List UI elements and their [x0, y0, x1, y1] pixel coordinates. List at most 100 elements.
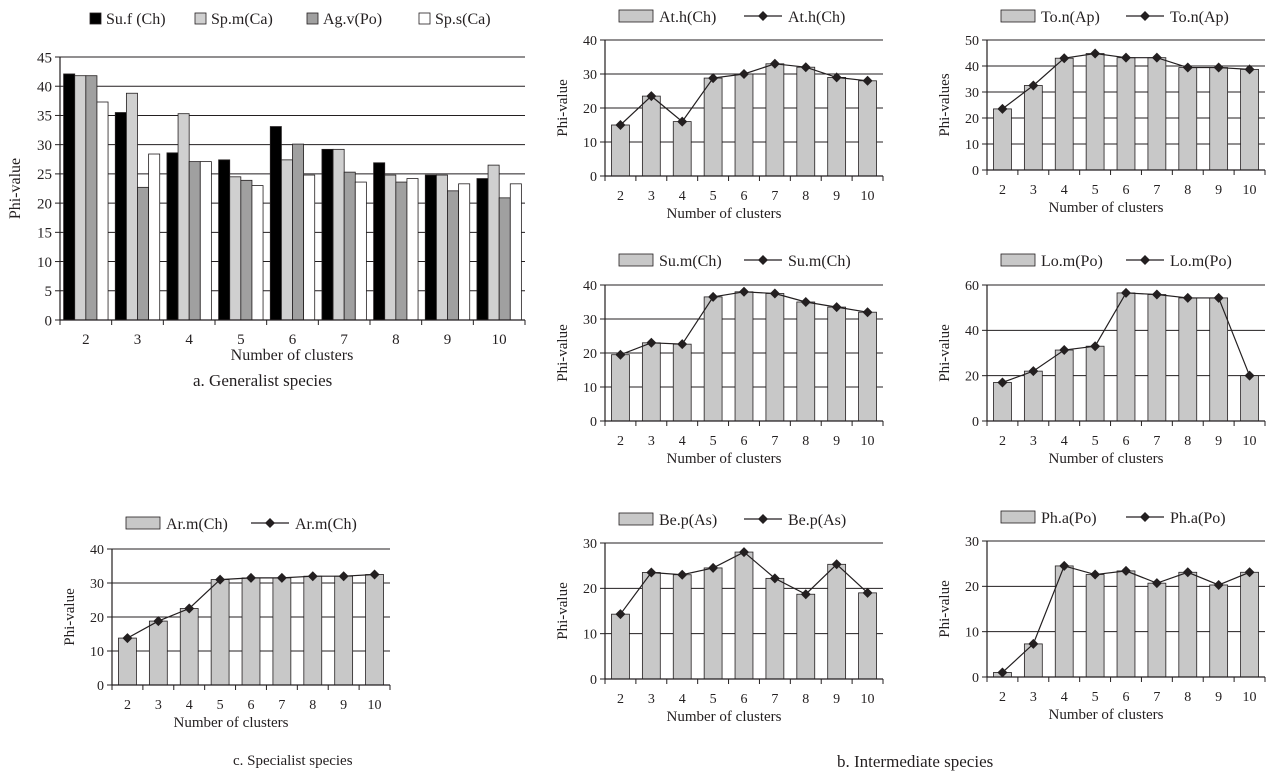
line-point — [800, 62, 811, 73]
line-point — [276, 572, 287, 583]
bar — [672, 574, 692, 680]
legend: Su.m(Ch) Su.m(Ch) — [618, 253, 851, 270]
x-tick-label: 3 — [648, 692, 655, 707]
y-tick-label: 0 — [590, 170, 597, 185]
x-tick-label: 10 — [368, 698, 382, 713]
legend-swatch — [618, 9, 654, 23]
line-point — [1151, 578, 1162, 589]
x-tick-label: 8 — [1184, 434, 1191, 449]
x-tick-label: 5 — [1092, 183, 1099, 198]
bar — [1240, 571, 1259, 678]
line-point — [769, 288, 780, 299]
line-point — [862, 307, 873, 318]
line-point — [1121, 287, 1131, 298]
bar — [796, 593, 816, 680]
bar — [210, 579, 230, 686]
bar — [641, 95, 661, 177]
x-tick-label: 6 — [289, 332, 297, 348]
legend-marker — [758, 514, 768, 524]
bar — [734, 73, 754, 177]
line-point — [769, 58, 780, 69]
line-point — [800, 297, 811, 307]
bar — [166, 152, 179, 321]
bar — [137, 186, 150, 321]
legend: Be.p(As) Be.p(As) — [618, 512, 846, 529]
x-tick-label: 7 — [340, 332, 348, 348]
bar — [74, 75, 87, 321]
legend-label: Ag.v(Po) — [323, 11, 382, 28]
x-tick-label: 2 — [999, 690, 1006, 705]
bar — [858, 592, 877, 680]
line-point — [1059, 345, 1070, 356]
x-tick-label: 4 — [185, 332, 193, 348]
x-tick-label: 4 — [1061, 434, 1068, 449]
x-tick-label: 5 — [710, 692, 717, 707]
x-tick-label: 9 — [1215, 690, 1222, 705]
x-axis-label: Number of clusters — [1049, 451, 1164, 467]
line-point — [800, 589, 811, 600]
y-tick-label: 20 — [583, 102, 597, 117]
x-tick-label: 5 — [1092, 434, 1099, 449]
bar — [672, 343, 692, 422]
x-tick-label: 10 — [1243, 434, 1257, 449]
legend-label: To.n(Ap) — [1170, 9, 1229, 26]
bar — [229, 176, 242, 321]
x-tick-label: 10 — [492, 332, 507, 348]
line-point — [997, 377, 1008, 388]
bar — [373, 162, 386, 321]
line-point — [1244, 567, 1255, 578]
line-point — [369, 569, 380, 580]
legend-swatch — [194, 12, 207, 25]
legend-label: Be.p(As) — [788, 512, 846, 529]
legend-label: Ph.a(Po) — [1041, 510, 1097, 527]
legend-label: Ph.a(Po) — [1170, 510, 1226, 527]
line-point — [646, 337, 657, 348]
bar — [498, 197, 511, 321]
bar — [1023, 85, 1043, 171]
bar — [1178, 67, 1198, 171]
y-tick-label: 30 — [37, 138, 52, 154]
legend: Lo.m(Po) Lo.m(Po) — [1000, 253, 1232, 270]
y-tick-label: 40 — [37, 79, 52, 95]
legend-label: Su.f (Ch) — [106, 11, 166, 28]
x-tick-label: 8 — [802, 434, 809, 449]
x-tick-label: 2 — [82, 332, 90, 348]
x-tick-label: 7 — [771, 692, 778, 707]
legend-swatch — [125, 516, 161, 530]
legend-marker — [265, 518, 275, 528]
y-tick-label: 20 — [583, 582, 597, 597]
bar — [1178, 571, 1198, 678]
y-tick-label: 30 — [583, 68, 597, 83]
line-point — [1121, 565, 1131, 576]
y-tick-label: 40 — [583, 34, 597, 49]
legend: At.h(Ch) At.h(Ch) — [618, 9, 845, 26]
bar — [148, 620, 168, 686]
legend-label: Sp.s(Ca) — [435, 11, 491, 28]
bar — [1240, 375, 1259, 422]
chart-bep: 0 10 20 30 2 3 4 5 6 7 8 9 10 Number of clusters Phi-v… — [555, 512, 884, 725]
x-tick-label: 10 — [861, 434, 875, 449]
bar — [354, 181, 367, 321]
bar — [218, 159, 231, 321]
x-tick-label: 9 — [1215, 434, 1222, 449]
chart-arm: 0 10 20 30 40 2 3 4 5 6 7 8 9 10 Number of clusters Phi… — [62, 516, 391, 731]
legend-swatch — [1000, 9, 1036, 23]
bar — [734, 551, 754, 680]
bar — [435, 174, 448, 321]
line-point — [184, 603, 195, 614]
chart-ath: 0 10 20 30 40 2 3 4 5 6 7 8 9 10 Number of clusters Phi… — [555, 9, 884, 222]
line-point — [708, 73, 719, 84]
bar — [447, 190, 460, 321]
bar — [1178, 297, 1198, 422]
line-point — [1182, 292, 1193, 303]
line-point — [1121, 52, 1131, 63]
legend-swatch — [1000, 510, 1036, 524]
y-axis-label: Phi-value — [555, 324, 571, 382]
legend-label: Su.m(Ch) — [788, 253, 851, 270]
line-point — [1244, 370, 1255, 381]
x-tick-label: 8 — [1184, 183, 1191, 198]
x-tick-label: 9 — [833, 189, 840, 204]
caption-generalist: a. Generalist species — [193, 371, 333, 390]
x-axis-label: Number of clusters — [667, 709, 782, 725]
x-tick-label: 6 — [1123, 690, 1130, 705]
